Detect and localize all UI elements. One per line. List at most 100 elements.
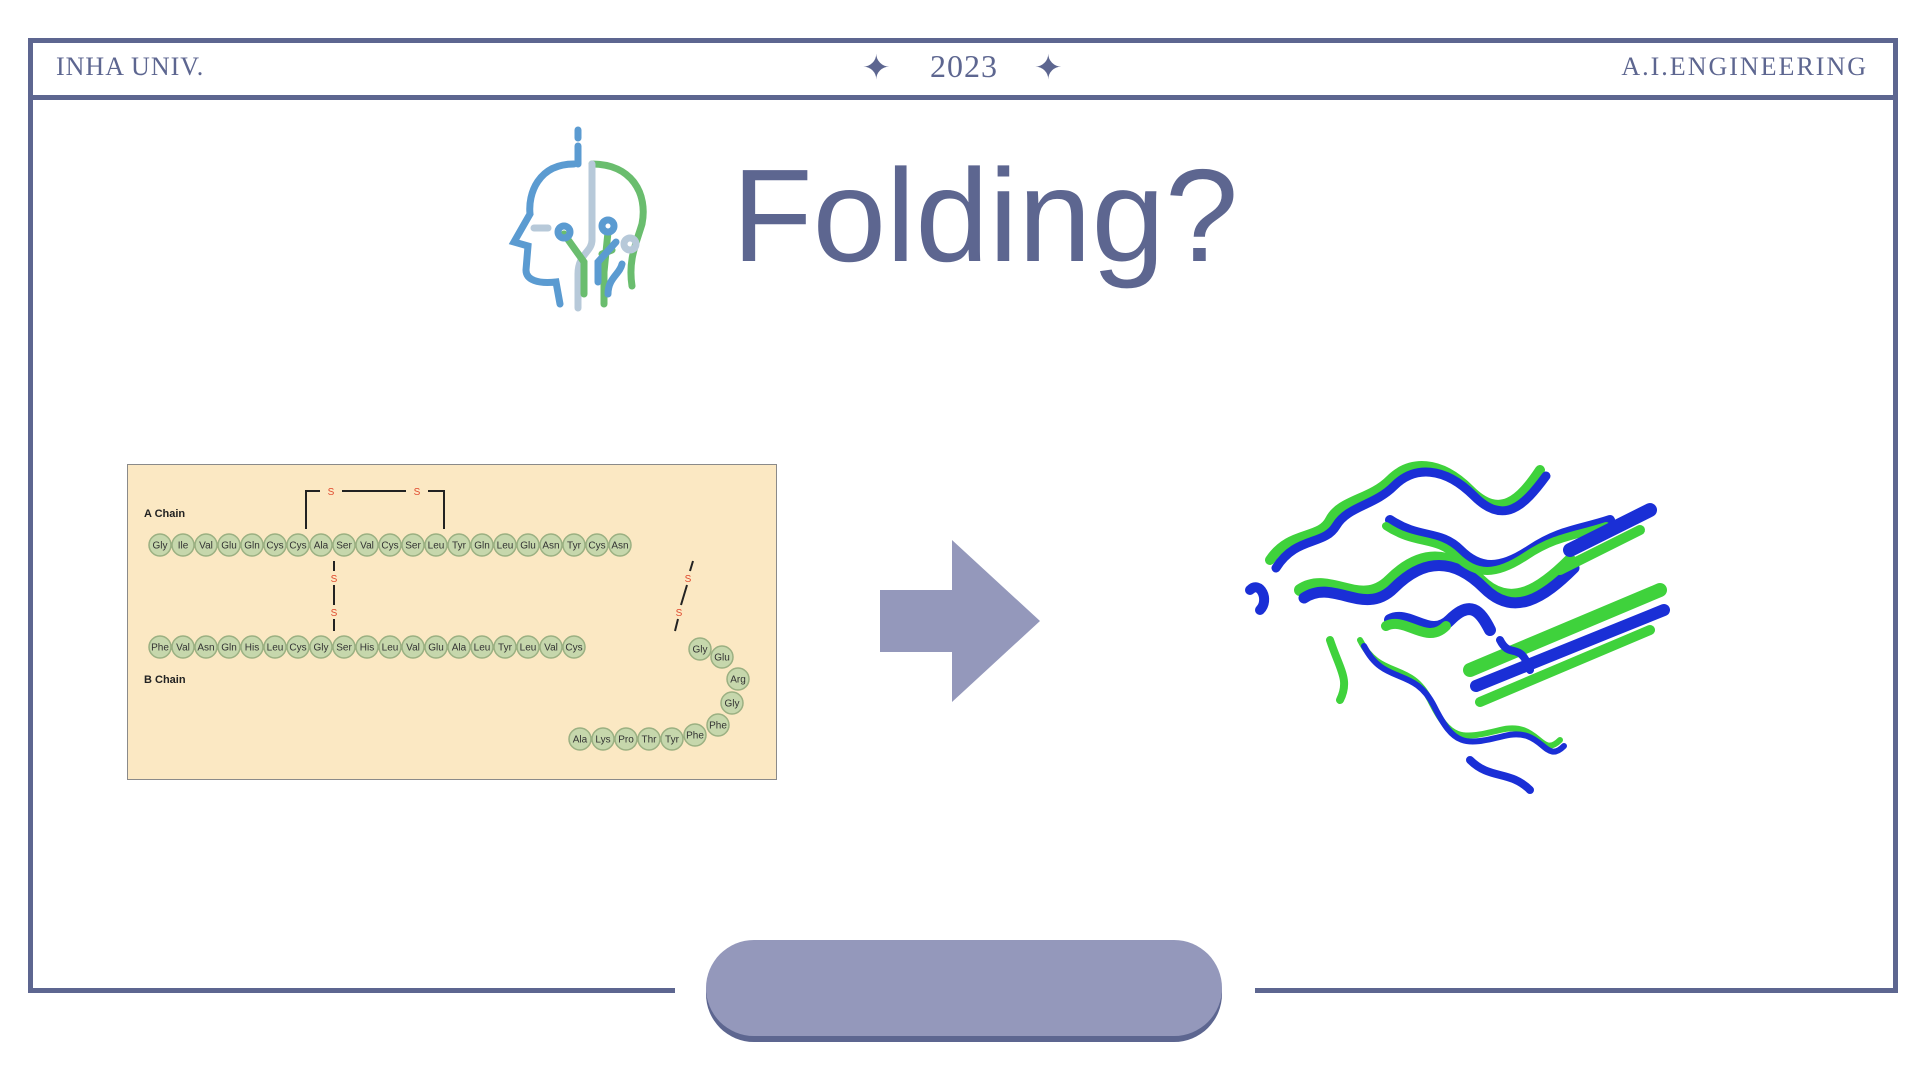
chain-b-residue: Phe	[706, 713, 730, 737]
svg-text:Gln: Gln	[474, 541, 490, 552]
chain-a-residue: Glu	[217, 533, 241, 557]
svg-text:Gly: Gly	[153, 541, 168, 552]
chain-b-residue: Cys	[286, 635, 310, 659]
svg-text:Tyr: Tyr	[498, 643, 513, 654]
header-bar	[28, 38, 1898, 100]
bottom-pill-button[interactable]	[706, 940, 1222, 1036]
svg-text:Phe: Phe	[686, 731, 704, 742]
svg-text:Pro: Pro	[618, 735, 634, 746]
chain-b-residue: Cys	[562, 635, 586, 659]
svg-text:Cys: Cys	[266, 541, 283, 552]
chain-b-residue: Ala	[568, 727, 592, 751]
chain-b-residue: Thr	[637, 727, 661, 751]
amino-acid-sequence-diagram: A Chain B Chain S S S S S S Gly Ile Val Glu…	[127, 464, 777, 780]
chain-b-residue: Gly	[720, 691, 744, 715]
svg-text:Gly: Gly	[314, 643, 329, 654]
svg-text:Val: Val	[360, 541, 374, 552]
svg-text:Cys: Cys	[289, 541, 306, 552]
chain-b-residue: Val	[401, 635, 425, 659]
svg-text:His: His	[245, 643, 259, 654]
disulfide-bond	[305, 490, 320, 529]
chain-b-residue: Tyr	[493, 635, 517, 659]
svg-text:Ser: Ser	[405, 541, 421, 552]
chain-b-residue: Val	[539, 635, 563, 659]
svg-text:Ile: Ile	[178, 541, 189, 552]
chain-a-residue: Val	[194, 533, 218, 557]
chain-a-residue: Ala	[309, 533, 333, 557]
chain-b-residue: Asn	[194, 635, 218, 659]
sulfur-label: S	[331, 574, 338, 585]
chain-a-residue: Ser	[401, 533, 425, 557]
svg-text:Cys: Cys	[289, 643, 306, 654]
protein-structure-image	[1245, 461, 1670, 794]
chain-b-residue: Ala	[447, 635, 471, 659]
svg-text:Tyr: Tyr	[567, 541, 582, 552]
disulfide-bond	[674, 560, 694, 632]
svg-text:Leu: Leu	[520, 643, 537, 654]
svg-text:Gln: Gln	[221, 643, 237, 654]
sequence-svg: A Chain B Chain S S S S S S Gly Ile Val Glu…	[144, 487, 750, 751]
header-department: A.I.ENGINEERING	[1621, 52, 1868, 81]
svg-text:His: His	[360, 643, 374, 654]
chain-a-residue: Cys	[263, 533, 287, 557]
chain-a-residue: Val	[355, 533, 379, 557]
svg-text:Leu: Leu	[474, 643, 491, 654]
chain-b-residue: Lys	[591, 727, 615, 751]
svg-text:Glu: Glu	[221, 541, 237, 552]
svg-text:Arg: Arg	[730, 675, 746, 686]
svg-text:Cys: Cys	[588, 541, 605, 552]
svg-text:Val: Val	[176, 643, 190, 654]
chain-a-residue: Leu	[424, 533, 448, 557]
ai-head-circuit-icon	[508, 126, 647, 312]
chain-a-residue: Gln	[470, 533, 494, 557]
chain-b-residue: Tyr	[660, 727, 684, 751]
chain-b-residue: Arg	[726, 667, 750, 691]
chain-a-residue: Cys	[585, 533, 609, 557]
svg-text:Phe: Phe	[151, 643, 169, 654]
chain-a-residue: Glu	[516, 533, 540, 557]
chain-b-residue: Pro	[614, 727, 638, 751]
svg-text:Asn: Asn	[197, 643, 214, 654]
svg-text:Cys: Cys	[381, 541, 398, 552]
sulfur-label: S	[414, 487, 421, 498]
chain-a-residue: Ser	[332, 533, 356, 557]
svg-text:Ser: Ser	[336, 541, 352, 552]
svg-text:Ala: Ala	[573, 735, 588, 746]
chain-b-residue: Gly	[688, 637, 712, 661]
sulfur-label: S	[685, 574, 692, 585]
svg-text:Ser: Ser	[336, 643, 352, 654]
svg-text:Gly: Gly	[725, 699, 740, 710]
slide-title: Folding?	[732, 142, 1239, 289]
chain-a-residue: Asn	[539, 533, 563, 557]
chain-b-residue: Gly	[309, 635, 333, 659]
chain-b-residue: Leu	[470, 635, 494, 659]
sulfur-label: S	[676, 608, 683, 619]
chain-a-residue: Leu	[493, 533, 517, 557]
svg-text:Gly: Gly	[693, 645, 708, 656]
chain-b-residue: His	[240, 635, 264, 659]
svg-text:Gln: Gln	[244, 541, 260, 552]
chain-b-residue: Leu	[516, 635, 540, 659]
chain-b-residue: Phe	[148, 635, 172, 659]
chain-b-residue: Leu	[263, 635, 287, 659]
chain-b-label: B Chain	[144, 674, 186, 686]
chain-b-residue: Phe	[683, 723, 707, 747]
chain-a-label: A Chain	[144, 508, 185, 520]
svg-text:Tyr: Tyr	[452, 541, 467, 552]
svg-text:Leu: Leu	[267, 643, 284, 654]
svg-text:Val: Val	[406, 643, 420, 654]
svg-text:Glu: Glu	[714, 653, 730, 664]
chain-b-residue: Gln	[217, 635, 241, 659]
chain-a-residue: Gly	[148, 533, 172, 557]
svg-text:Glu: Glu	[428, 643, 444, 654]
header-year: 2023	[930, 48, 998, 84]
chain-b-residue: Glu	[424, 635, 448, 659]
star-icon: ✦	[862, 49, 891, 87]
chain-b-residue: His	[355, 635, 379, 659]
svg-text:Leu: Leu	[428, 541, 445, 552]
svg-text:Leu: Leu	[382, 643, 399, 654]
svg-text:Asn: Asn	[611, 541, 628, 552]
chain-b-residue: Ser	[332, 635, 356, 659]
svg-text:Phe: Phe	[709, 721, 727, 732]
sulfur-label: S	[328, 487, 335, 498]
